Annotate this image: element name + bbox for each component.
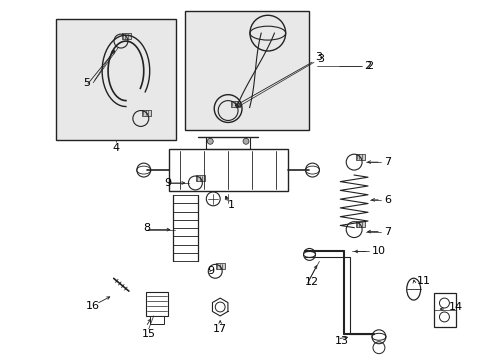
Text: 11: 11	[416, 276, 430, 286]
Bar	[355, 154, 364, 159]
Bar	[355, 221, 364, 227]
Text: 10: 10	[371, 247, 385, 256]
Text: 1: 1	[228, 200, 235, 210]
Text: 16: 16	[86, 301, 100, 311]
Text: 5: 5	[83, 78, 90, 88]
Text: 12: 12	[304, 277, 318, 287]
Text: 9: 9	[207, 266, 214, 276]
Text: 6: 6	[383, 195, 390, 205]
Bar	[216, 264, 224, 269]
Text: 9: 9	[164, 178, 171, 188]
Bar	[122, 33, 130, 39]
Bar	[185, 11, 309, 130]
Bar	[168, 149, 287, 191]
Bar	[145, 292, 167, 316]
Text: 3: 3	[315, 52, 322, 62]
Text: 2: 2	[364, 61, 370, 71]
Circle shape	[207, 138, 213, 144]
Text: 14: 14	[447, 302, 462, 312]
Bar	[56, 19, 175, 140]
Bar	[433, 293, 455, 327]
Text: 2: 2	[366, 61, 372, 71]
Text: 8: 8	[142, 222, 150, 233]
Bar	[142, 110, 151, 116]
Text: 7: 7	[383, 226, 390, 237]
Circle shape	[243, 138, 248, 144]
Text: 17: 17	[213, 324, 227, 334]
Text: 15: 15	[142, 329, 155, 339]
Text: 3: 3	[317, 54, 324, 64]
Text: 7: 7	[383, 157, 390, 167]
Text: 13: 13	[335, 336, 348, 346]
Bar	[196, 175, 205, 181]
Text: 4: 4	[112, 143, 120, 153]
Bar	[231, 100, 240, 107]
Bar	[149, 316, 163, 324]
